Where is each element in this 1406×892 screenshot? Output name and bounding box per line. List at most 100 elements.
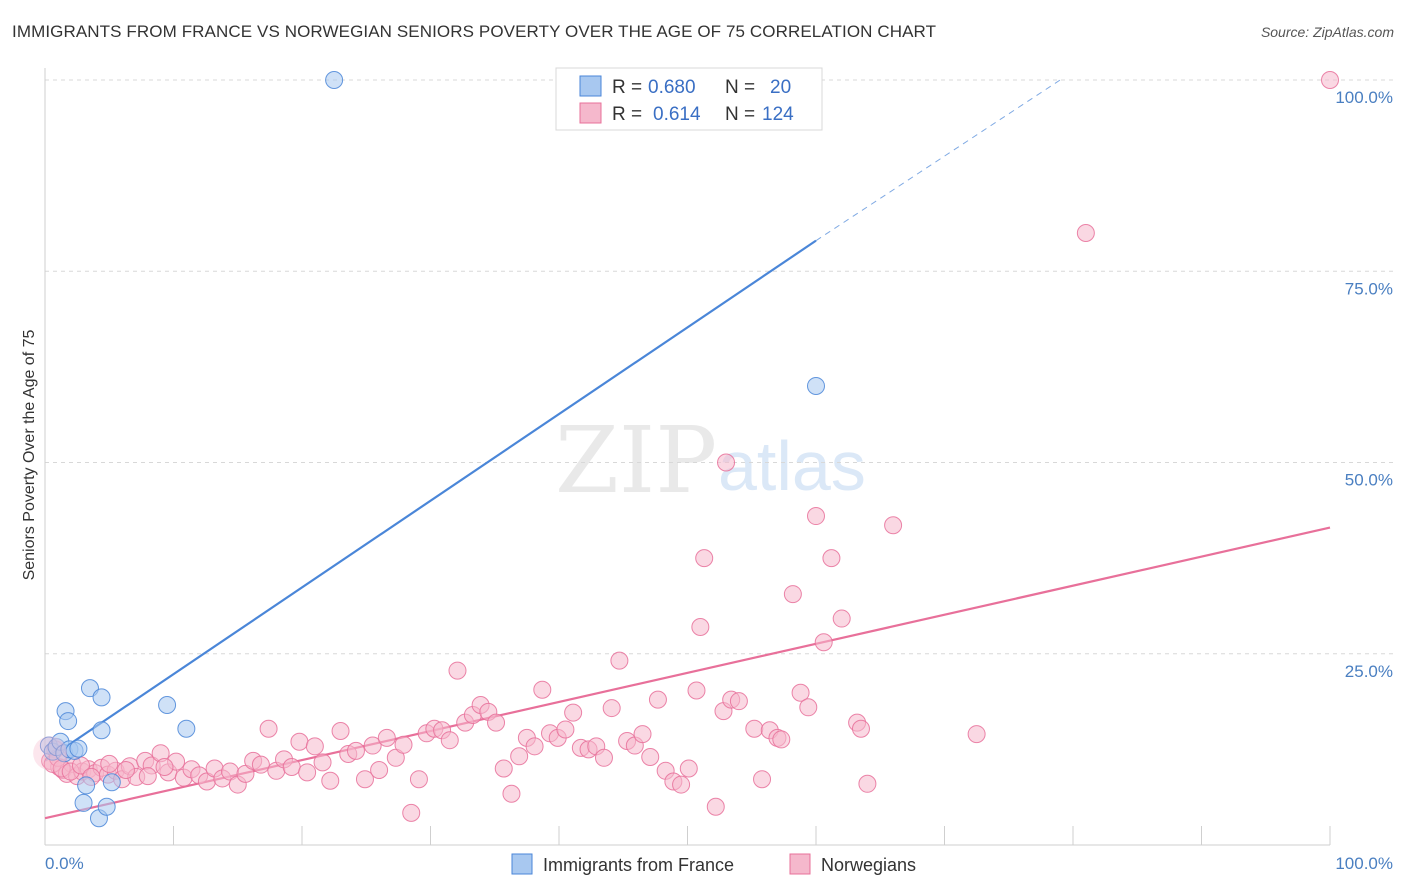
point-immigrants-from-france — [325, 71, 344, 89]
point-norwegians — [594, 748, 613, 767]
point-immigrants-from-france — [102, 773, 121, 792]
point-immigrants-from-france — [92, 688, 111, 707]
point-norwegians — [305, 737, 324, 756]
y-tick-label: 50.0% — [1345, 471, 1393, 490]
point-norwegians — [753, 770, 772, 789]
bottom-legend-swatch-blue — [511, 853, 533, 875]
point-norwegians — [282, 757, 301, 776]
point-immigrants-from-france — [74, 793, 93, 812]
point-immigrants-from-france — [807, 377, 825, 395]
legend-r-value-1: 0.680 — [648, 77, 696, 98]
point-norwegians — [355, 770, 374, 789]
axes — [44, 68, 1331, 846]
point-norwegians — [858, 774, 877, 793]
point-norwegians — [564, 703, 583, 722]
point-norwegians — [602, 699, 621, 718]
point-norwegians — [448, 661, 467, 680]
point-norwegians — [138, 767, 157, 786]
point-norwegians — [251, 755, 270, 774]
point-norwegians — [533, 680, 552, 699]
point-norwegians — [695, 549, 714, 568]
point-norwegians — [641, 748, 660, 767]
bottom-legend-swatch-pink — [789, 853, 811, 875]
point-norwegians — [706, 797, 725, 816]
point-norwegians — [363, 736, 382, 755]
legend-n-value-2: 124 — [762, 104, 794, 125]
point-norwegians — [822, 549, 841, 568]
point-norwegians — [679, 759, 698, 778]
point-norwegians — [494, 759, 513, 778]
watermark-atlas: atlas — [718, 427, 866, 505]
point-norwegians — [687, 681, 706, 700]
point-norwegians — [510, 747, 529, 766]
point-immigrants-from-france — [59, 712, 78, 731]
source-label: Source: ZipAtlas.com — [1260, 24, 1394, 40]
trend-line-extension-immigrants-from-france — [815, 79, 1061, 242]
correlation-legend: R = 0.680 N = 20 R = 0.614 N = 124 — [555, 67, 823, 131]
point-norwegians — [116, 761, 135, 780]
point-norwegians — [648, 690, 667, 709]
point-norwegians — [259, 719, 278, 738]
legend-r-value-2: 0.614 — [653, 104, 701, 125]
tick-labels: 25.0% 50.0% 75.0% 100.0% 0.0% 100.0% — [45, 88, 1393, 873]
point-norwegians — [1076, 224, 1095, 242]
point-immigrants-from-france — [77, 776, 96, 795]
point-norwegians — [610, 651, 629, 670]
point-norwegians — [487, 713, 506, 732]
gridlines — [45, 79, 1395, 655]
point-norwegians — [729, 692, 748, 711]
point-immigrants-from-france — [69, 739, 88, 758]
point-norwegians — [799, 698, 818, 717]
point-immigrants-from-france — [177, 719, 196, 738]
y-axis-title: Seniors Poverty Over the Age of 75 — [21, 330, 38, 581]
point-norwegians — [525, 737, 544, 756]
x-tick-label-min: 0.0% — [45, 854, 84, 873]
point-norwegians — [1321, 71, 1339, 89]
point-norwegians — [745, 719, 764, 738]
legend-n-label-2: N = — [725, 104, 755, 125]
point-norwegians — [791, 683, 810, 702]
legend-r-label-1: R = — [612, 77, 642, 98]
point-immigrants-from-france — [158, 696, 177, 715]
point-norwegians — [832, 609, 851, 628]
point-norwegians — [783, 585, 802, 604]
point-norwegians — [814, 633, 833, 652]
point-norwegians — [556, 720, 575, 739]
point-immigrants-from-france — [97, 797, 116, 816]
y-tick-label: 75.0% — [1345, 279, 1393, 298]
cluster-norwegians — [33, 736, 68, 771]
point-norwegians — [290, 732, 309, 751]
point-norwegians — [633, 725, 652, 744]
point-norwegians — [717, 453, 736, 472]
point-norwegians — [298, 763, 317, 782]
point-norwegians — [346, 741, 365, 760]
legend-swatch-blue — [579, 75, 602, 97]
point-norwegians — [402, 803, 421, 822]
bottom-legend-label-2: Norwegians — [821, 855, 916, 875]
y-tick-label: 100.0% — [1335, 88, 1393, 107]
point-norwegians — [502, 784, 521, 803]
trend-line-immigrants-from-france — [44, 239, 817, 762]
point-norwegians — [967, 725, 986, 744]
watermark-zip: ZIP — [555, 407, 717, 514]
point-norwegians — [331, 722, 350, 741]
point-norwegians — [377, 728, 396, 747]
y-tick-label: 25.0% — [1345, 662, 1393, 681]
legend-r-label-2: R = — [612, 104, 642, 125]
chart-title: IMMIGRANTS FROM FRANCE VS NORWEGIAN SENI… — [12, 22, 937, 41]
point-norwegians — [313, 753, 332, 772]
point-immigrants-from-france — [92, 721, 111, 740]
point-norwegians — [691, 617, 710, 636]
point-norwegians — [440, 731, 459, 750]
legend-n-label-1: N = — [725, 77, 755, 98]
point-norwegians — [370, 761, 389, 780]
bottom-legend-label-1: Immigrants from France — [543, 855, 734, 875]
point-norwegians — [884, 516, 903, 535]
point-norwegians — [807, 507, 825, 526]
point-norwegians — [672, 775, 691, 794]
point-norwegians — [851, 719, 870, 738]
legend-swatch-pink — [579, 102, 602, 124]
watermark: ZIP atlas — [555, 407, 866, 514]
point-norwegians — [409, 770, 428, 789]
